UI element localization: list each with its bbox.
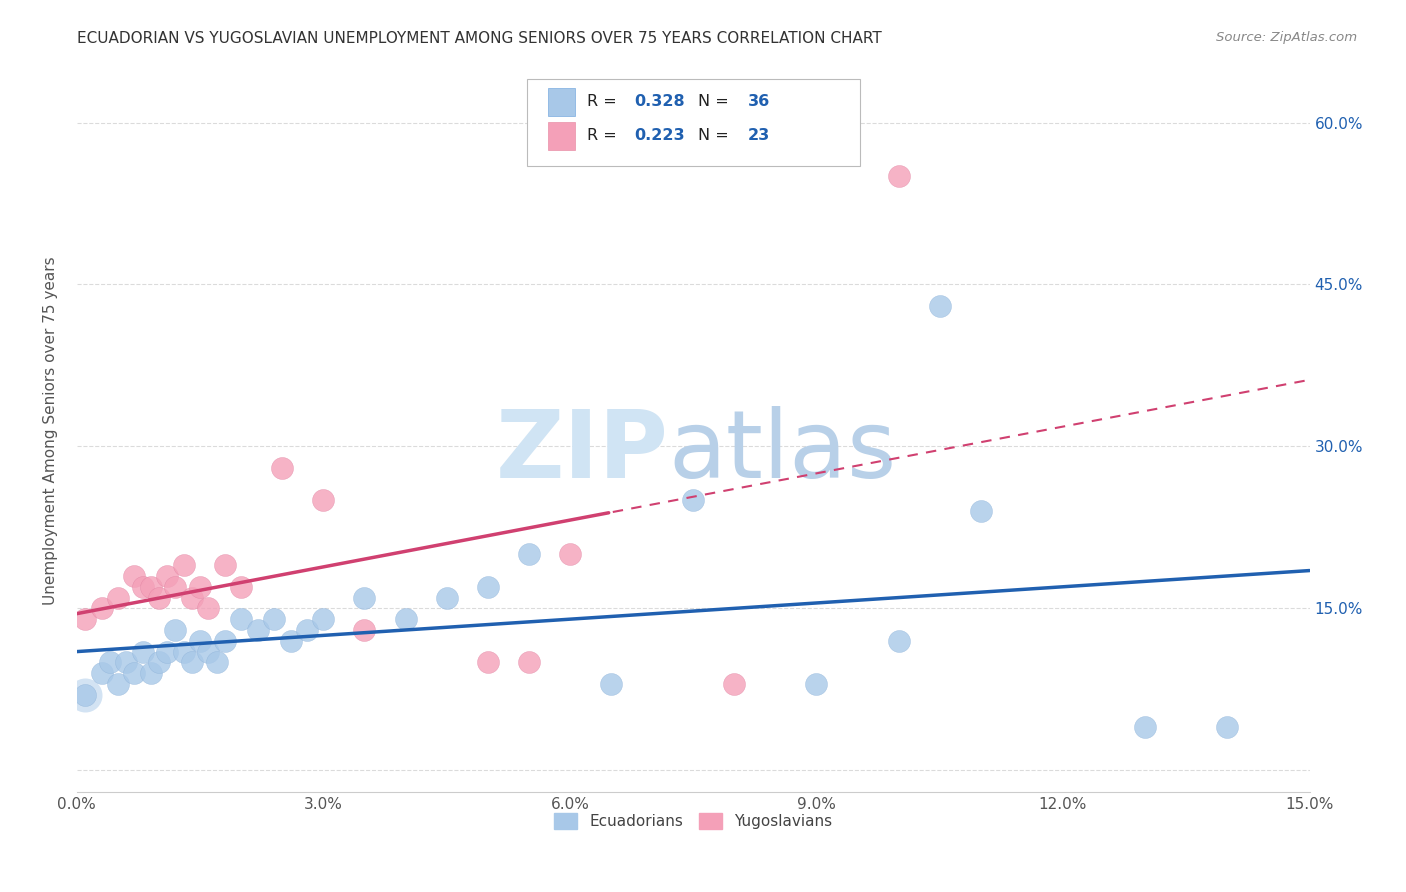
- Point: [115, 656, 138, 670]
- Point: [148, 656, 170, 670]
- Text: N =: N =: [699, 128, 734, 144]
- Point: [517, 656, 540, 670]
- Point: [477, 656, 499, 670]
- Point: [75, 688, 97, 702]
- Point: [197, 601, 219, 615]
- Point: [970, 504, 993, 518]
- Point: [124, 569, 146, 583]
- Point: [173, 644, 195, 658]
- Point: [173, 558, 195, 573]
- Point: [156, 569, 179, 583]
- Point: [148, 591, 170, 605]
- Point: [353, 591, 375, 605]
- Text: ECUADORIAN VS YUGOSLAVIAN UNEMPLOYMENT AMONG SENIORS OVER 75 YEARS CORRELATION C: ECUADORIAN VS YUGOSLAVIAN UNEMPLOYMENT A…: [77, 31, 882, 46]
- Text: 0.223: 0.223: [634, 128, 685, 144]
- Text: 36: 36: [748, 95, 769, 110]
- Y-axis label: Unemployment Among Seniors over 75 years: Unemployment Among Seniors over 75 years: [44, 256, 58, 605]
- Point: [312, 612, 335, 626]
- Point: [156, 644, 179, 658]
- Point: [263, 612, 285, 626]
- Point: [188, 580, 211, 594]
- Point: [600, 677, 623, 691]
- Point: [353, 623, 375, 637]
- Point: [1216, 720, 1239, 734]
- Text: 23: 23: [748, 128, 769, 144]
- Point: [682, 493, 704, 508]
- Text: ZIP: ZIP: [496, 406, 668, 498]
- Point: [887, 633, 910, 648]
- Text: R =: R =: [588, 128, 621, 144]
- Point: [90, 601, 112, 615]
- Point: [124, 666, 146, 681]
- Text: atlas: atlas: [668, 406, 897, 498]
- Point: [180, 656, 202, 670]
- Point: [394, 612, 416, 626]
- Point: [214, 558, 236, 573]
- Point: [214, 633, 236, 648]
- Text: N =: N =: [699, 95, 734, 110]
- Point: [1133, 720, 1156, 734]
- Point: [180, 591, 202, 605]
- Point: [806, 677, 828, 691]
- Point: [436, 591, 458, 605]
- Point: [98, 656, 121, 670]
- Point: [723, 677, 745, 691]
- FancyBboxPatch shape: [548, 122, 575, 150]
- Point: [280, 633, 302, 648]
- Text: 0.328: 0.328: [634, 95, 685, 110]
- Point: [139, 666, 162, 681]
- Point: [131, 644, 153, 658]
- FancyBboxPatch shape: [548, 88, 575, 116]
- Point: [90, 666, 112, 681]
- Point: [246, 623, 269, 637]
- Point: [188, 633, 211, 648]
- Legend: Ecuadorians, Yugoslavians: Ecuadorians, Yugoslavians: [548, 806, 838, 835]
- Point: [928, 299, 950, 313]
- Point: [231, 580, 253, 594]
- Point: [139, 580, 162, 594]
- Point: [205, 656, 228, 670]
- Text: R =: R =: [588, 95, 621, 110]
- Point: [271, 461, 294, 475]
- Point: [75, 688, 97, 702]
- FancyBboxPatch shape: [527, 79, 859, 166]
- Point: [107, 591, 129, 605]
- Point: [295, 623, 318, 637]
- Point: [477, 580, 499, 594]
- Point: [517, 548, 540, 562]
- Point: [312, 493, 335, 508]
- Point: [165, 623, 187, 637]
- Text: Source: ZipAtlas.com: Source: ZipAtlas.com: [1216, 31, 1357, 45]
- Point: [558, 548, 581, 562]
- Point: [131, 580, 153, 594]
- Point: [165, 580, 187, 594]
- Point: [107, 677, 129, 691]
- Point: [75, 612, 97, 626]
- Point: [231, 612, 253, 626]
- Point: [887, 169, 910, 184]
- Point: [197, 644, 219, 658]
